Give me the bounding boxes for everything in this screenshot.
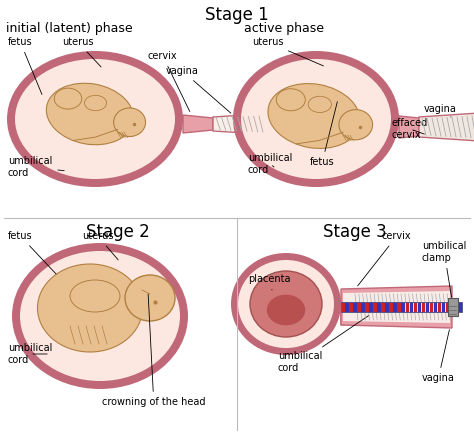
Text: uterus: uterus bbox=[82, 231, 118, 260]
Text: fetus: fetus bbox=[8, 37, 42, 95]
Text: cervix: cervix bbox=[358, 231, 411, 286]
Ellipse shape bbox=[339, 110, 373, 140]
Text: uterus: uterus bbox=[62, 37, 101, 67]
Text: initial (latent) phase: initial (latent) phase bbox=[6, 22, 133, 35]
Ellipse shape bbox=[238, 260, 334, 348]
Text: Stage 2: Stage 2 bbox=[86, 223, 150, 241]
Text: cervix: cervix bbox=[148, 51, 190, 112]
Text: fetus: fetus bbox=[310, 102, 337, 167]
Ellipse shape bbox=[268, 84, 360, 148]
Ellipse shape bbox=[276, 89, 305, 111]
Ellipse shape bbox=[46, 83, 134, 145]
Polygon shape bbox=[183, 115, 213, 133]
Polygon shape bbox=[399, 116, 419, 138]
Ellipse shape bbox=[308, 96, 331, 112]
Text: crowning of the head: crowning of the head bbox=[102, 294, 206, 407]
Text: umbilical
cord: umbilical cord bbox=[8, 343, 52, 365]
Polygon shape bbox=[213, 114, 261, 134]
Text: umbilical
cord: umbilical cord bbox=[8, 156, 64, 178]
Ellipse shape bbox=[267, 295, 305, 326]
Text: fetus: fetus bbox=[8, 231, 56, 274]
Bar bbox=[448, 298, 458, 316]
Ellipse shape bbox=[241, 59, 391, 179]
Ellipse shape bbox=[54, 88, 82, 109]
Text: umbilical
clamp: umbilical clamp bbox=[422, 241, 466, 297]
Ellipse shape bbox=[84, 95, 107, 111]
Ellipse shape bbox=[70, 280, 120, 312]
Text: effaced
cervix: effaced cervix bbox=[392, 118, 428, 140]
Ellipse shape bbox=[37, 264, 143, 352]
Text: Stage 3: Stage 3 bbox=[323, 223, 387, 241]
Text: umbilical
cord: umbilical cord bbox=[278, 316, 369, 373]
Text: uterus: uterus bbox=[252, 37, 323, 66]
Ellipse shape bbox=[15, 59, 175, 179]
Ellipse shape bbox=[233, 51, 399, 187]
Polygon shape bbox=[341, 302, 462, 312]
Polygon shape bbox=[343, 291, 450, 323]
Text: placenta: placenta bbox=[248, 274, 291, 290]
Ellipse shape bbox=[114, 108, 146, 137]
Ellipse shape bbox=[7, 51, 183, 187]
Text: vagina: vagina bbox=[424, 104, 457, 117]
Text: umbilical
cord: umbilical cord bbox=[248, 153, 292, 175]
Polygon shape bbox=[341, 299, 369, 325]
Ellipse shape bbox=[250, 271, 322, 337]
Ellipse shape bbox=[231, 253, 341, 355]
Polygon shape bbox=[419, 113, 474, 141]
Text: active phase: active phase bbox=[244, 22, 324, 35]
Ellipse shape bbox=[125, 275, 175, 321]
Ellipse shape bbox=[12, 243, 188, 389]
Text: Stage 1: Stage 1 bbox=[205, 6, 269, 24]
Text: vagina: vagina bbox=[166, 66, 231, 113]
Text: vagina: vagina bbox=[422, 330, 455, 383]
Polygon shape bbox=[341, 286, 452, 328]
Ellipse shape bbox=[20, 251, 180, 381]
